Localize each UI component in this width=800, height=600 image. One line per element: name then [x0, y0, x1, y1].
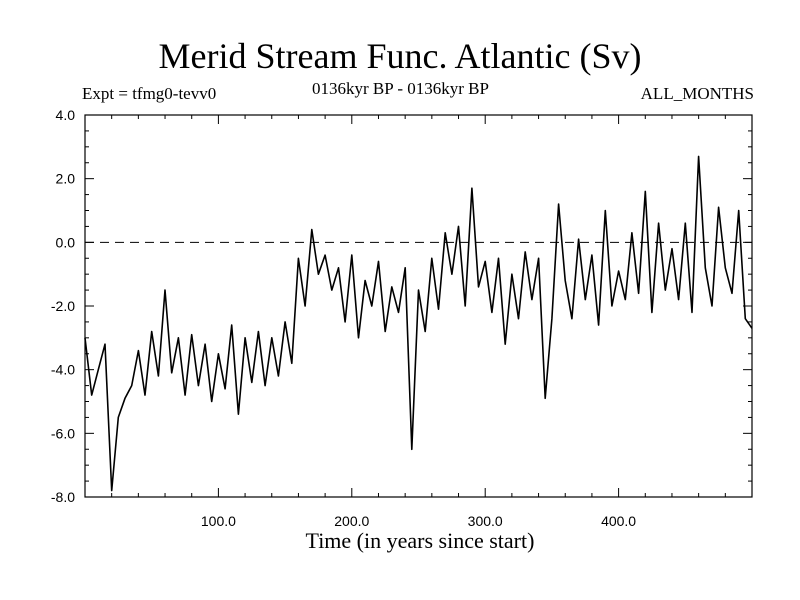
- y-tick-label: 2.0: [56, 171, 76, 187]
- chart-title: Merid Stream Func. Atlantic (Sv): [158, 36, 642, 76]
- y-tick-label: -8.0: [51, 489, 75, 505]
- y-tick-label: -2.0: [51, 298, 75, 314]
- y-tick-label: -4.0: [51, 362, 75, 378]
- y-tick-label: 4.0: [56, 107, 76, 123]
- experiment-label: Expt = tfmg0-tevv0: [82, 84, 217, 103]
- y-tick-label: -6.0: [51, 425, 75, 441]
- x-tick-label: 100.0: [201, 513, 236, 529]
- time-range-label: 0136kyr BP - 0136kyr BP: [312, 79, 489, 98]
- series-line: [84, 155, 753, 492]
- x-tick-label: 300.0: [468, 513, 503, 529]
- axis-ticks: [84, 114, 753, 498]
- y-tick-label: 0.0: [56, 234, 76, 250]
- x-axis-label: Time (in years since start): [305, 528, 535, 553]
- months-label: ALL_MONTHS: [640, 84, 754, 103]
- axis-tick-labels: -8.0 -6.0 -4.0 -2.0 0.0 2.0 4.0 100.0 200.0 300.0…: [51, 107, 636, 529]
- x-tick-label: 400.0: [601, 513, 636, 529]
- x-tick-label: 200.0: [334, 513, 369, 529]
